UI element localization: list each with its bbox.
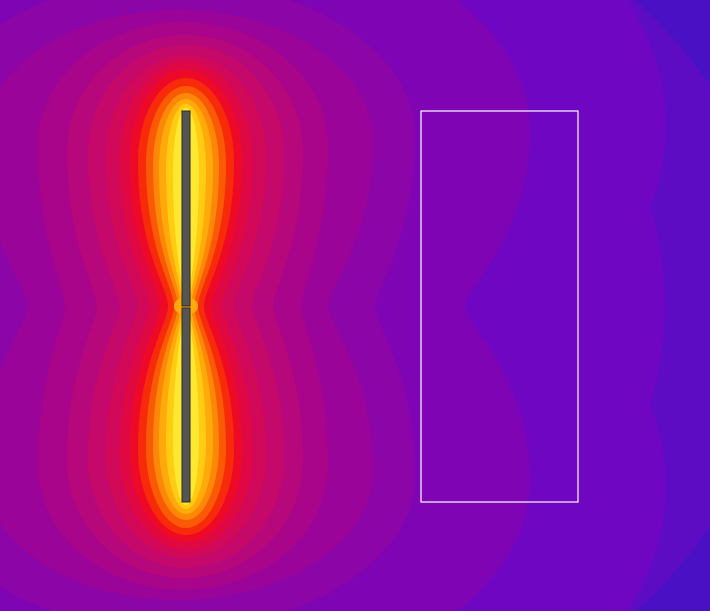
- dipole-arm-upper: [181, 110, 191, 307]
- probe-region-outline: [420, 110, 579, 503]
- dipole-arm-lower: [181, 307, 191, 503]
- dipole-antenna: [181, 110, 191, 503]
